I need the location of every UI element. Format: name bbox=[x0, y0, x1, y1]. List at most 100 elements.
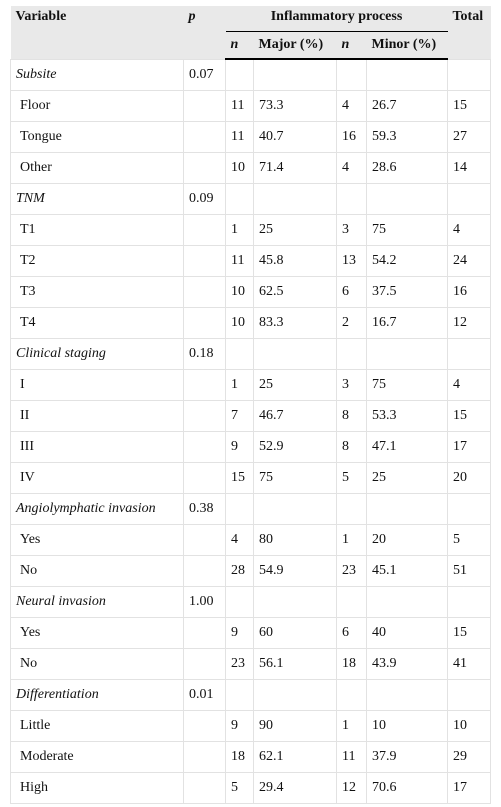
table-cell bbox=[183, 400, 226, 432]
table-cell: 75 bbox=[253, 462, 337, 494]
table-row: No 23 56.1 18 43.9 41 bbox=[10, 648, 491, 680]
table-cell: Floor bbox=[10, 90, 184, 122]
table-cell bbox=[253, 338, 337, 370]
table-row: TNM 0.09 bbox=[10, 183, 491, 215]
header-cell: n bbox=[225, 31, 254, 60]
table-container: Variable p Inflammatory process Total n … bbox=[10, 6, 491, 804]
table-cell bbox=[183, 710, 226, 742]
table-cell: 1 bbox=[225, 369, 254, 401]
table-cell: Neural invasion bbox=[10, 586, 184, 618]
table-cell bbox=[183, 462, 226, 494]
table-cell: T2 bbox=[10, 245, 184, 277]
table-row: Moderate 18 62.1 11 37.9 29 bbox=[10, 741, 491, 773]
table-cell: 25 bbox=[253, 369, 337, 401]
table-cell: 11 bbox=[336, 741, 367, 773]
header-cell: Variable bbox=[10, 6, 184, 59]
table-cell bbox=[183, 555, 226, 587]
table-cell: 75 bbox=[366, 214, 448, 246]
table-cell: 20 bbox=[447, 462, 491, 494]
data-table: Variable p Inflammatory process Total n … bbox=[10, 6, 491, 804]
table-cell bbox=[183, 90, 226, 122]
table-cell: Yes bbox=[10, 524, 184, 556]
header-cell: Major (%) bbox=[253, 31, 337, 60]
table-body: Subsite 0.07 Floor 11 73.3 4 26.7 15 Tongue 11 40.… bbox=[10, 58, 491, 804]
table-cell: 43.9 bbox=[366, 648, 448, 680]
table-cell: 47.1 bbox=[366, 431, 448, 463]
table-cell bbox=[366, 586, 448, 618]
table-cell: 1 bbox=[336, 710, 367, 742]
table-cell: 11 bbox=[225, 90, 254, 122]
table-cell bbox=[366, 493, 448, 525]
table-row: Neural invasion 1.00 bbox=[10, 586, 491, 618]
table-cell: Angiolymphatic invasion bbox=[10, 493, 184, 525]
table-cell: I bbox=[10, 369, 184, 401]
table-cell: 0.38 bbox=[183, 493, 226, 525]
table-cell: 16 bbox=[447, 276, 491, 308]
table-cell: 56.1 bbox=[253, 648, 337, 680]
table-cell: 40.7 bbox=[253, 121, 337, 153]
table-cell: 46.7 bbox=[253, 400, 337, 432]
table-cell: 90 bbox=[253, 710, 337, 742]
table-cell: 18 bbox=[336, 648, 367, 680]
table-cell bbox=[183, 245, 226, 277]
table-cell: 40 bbox=[366, 617, 448, 649]
table-cell: 0.09 bbox=[183, 183, 226, 215]
table-row: Yes 4 80 1 20 5 bbox=[10, 524, 491, 556]
table-cell: TNM bbox=[10, 183, 184, 215]
table-cell bbox=[183, 214, 226, 246]
table-cell: 45.8 bbox=[253, 245, 337, 277]
table-cell: 62.5 bbox=[253, 276, 337, 308]
table-cell: 10 bbox=[366, 710, 448, 742]
table-row: High 5 29.4 12 70.6 17 bbox=[10, 772, 491, 804]
table-cell bbox=[336, 586, 367, 618]
table-cell bbox=[336, 58, 367, 91]
table-row: Floor 11 73.3 4 26.7 15 bbox=[10, 90, 491, 122]
table-cell bbox=[336, 183, 367, 215]
table-cell: Other bbox=[10, 152, 184, 184]
table-row: I 1 25 3 75 4 bbox=[10, 369, 491, 401]
table-cell: 1 bbox=[225, 214, 254, 246]
table-cell bbox=[183, 617, 226, 649]
table-row: T1 1 25 3 75 4 bbox=[10, 214, 491, 246]
table-cell: 5 bbox=[225, 772, 254, 804]
table-cell: 59.3 bbox=[366, 121, 448, 153]
table-cell: Moderate bbox=[10, 741, 184, 773]
table-cell: 23 bbox=[336, 555, 367, 587]
table-cell: 6 bbox=[336, 276, 367, 308]
table-cell: 10 bbox=[225, 276, 254, 308]
table-row: Little 9 90 1 10 10 bbox=[10, 710, 491, 742]
table-cell bbox=[225, 183, 254, 215]
table-cell: 8 bbox=[336, 431, 367, 463]
table-cell: 4 bbox=[447, 214, 491, 246]
table-cell: 9 bbox=[225, 617, 254, 649]
table-cell: 15 bbox=[447, 400, 491, 432]
table-cell: 18 bbox=[225, 741, 254, 773]
table-cell: 51 bbox=[447, 555, 491, 587]
table-cell: 71.4 bbox=[253, 152, 337, 184]
table-cell: 4 bbox=[336, 90, 367, 122]
table-cell: 45.1 bbox=[366, 555, 448, 587]
table-cell bbox=[225, 679, 254, 711]
table-cell bbox=[447, 679, 491, 711]
table-cell bbox=[336, 679, 367, 711]
table-cell: 4 bbox=[336, 152, 367, 184]
table-cell: 2 bbox=[336, 307, 367, 339]
table-cell: 15 bbox=[447, 90, 491, 122]
table-cell: 0.07 bbox=[183, 58, 226, 91]
table-cell bbox=[183, 121, 226, 153]
header-cell: p bbox=[183, 6, 226, 59]
table-cell: 5 bbox=[447, 524, 491, 556]
table-cell: 29.4 bbox=[253, 772, 337, 804]
table-cell: 11 bbox=[225, 121, 254, 153]
header-cell: Minor (%) bbox=[366, 31, 448, 60]
table-cell bbox=[366, 338, 448, 370]
table-cell: 4 bbox=[225, 524, 254, 556]
table-cell: T4 bbox=[10, 307, 184, 339]
table-cell bbox=[253, 586, 337, 618]
table-cell bbox=[447, 183, 491, 215]
table-cell: 37.5 bbox=[366, 276, 448, 308]
table-cell: 70.6 bbox=[366, 772, 448, 804]
table-cell: 14 bbox=[447, 152, 491, 184]
table-cell: 41 bbox=[447, 648, 491, 680]
table-cell: 83.3 bbox=[253, 307, 337, 339]
